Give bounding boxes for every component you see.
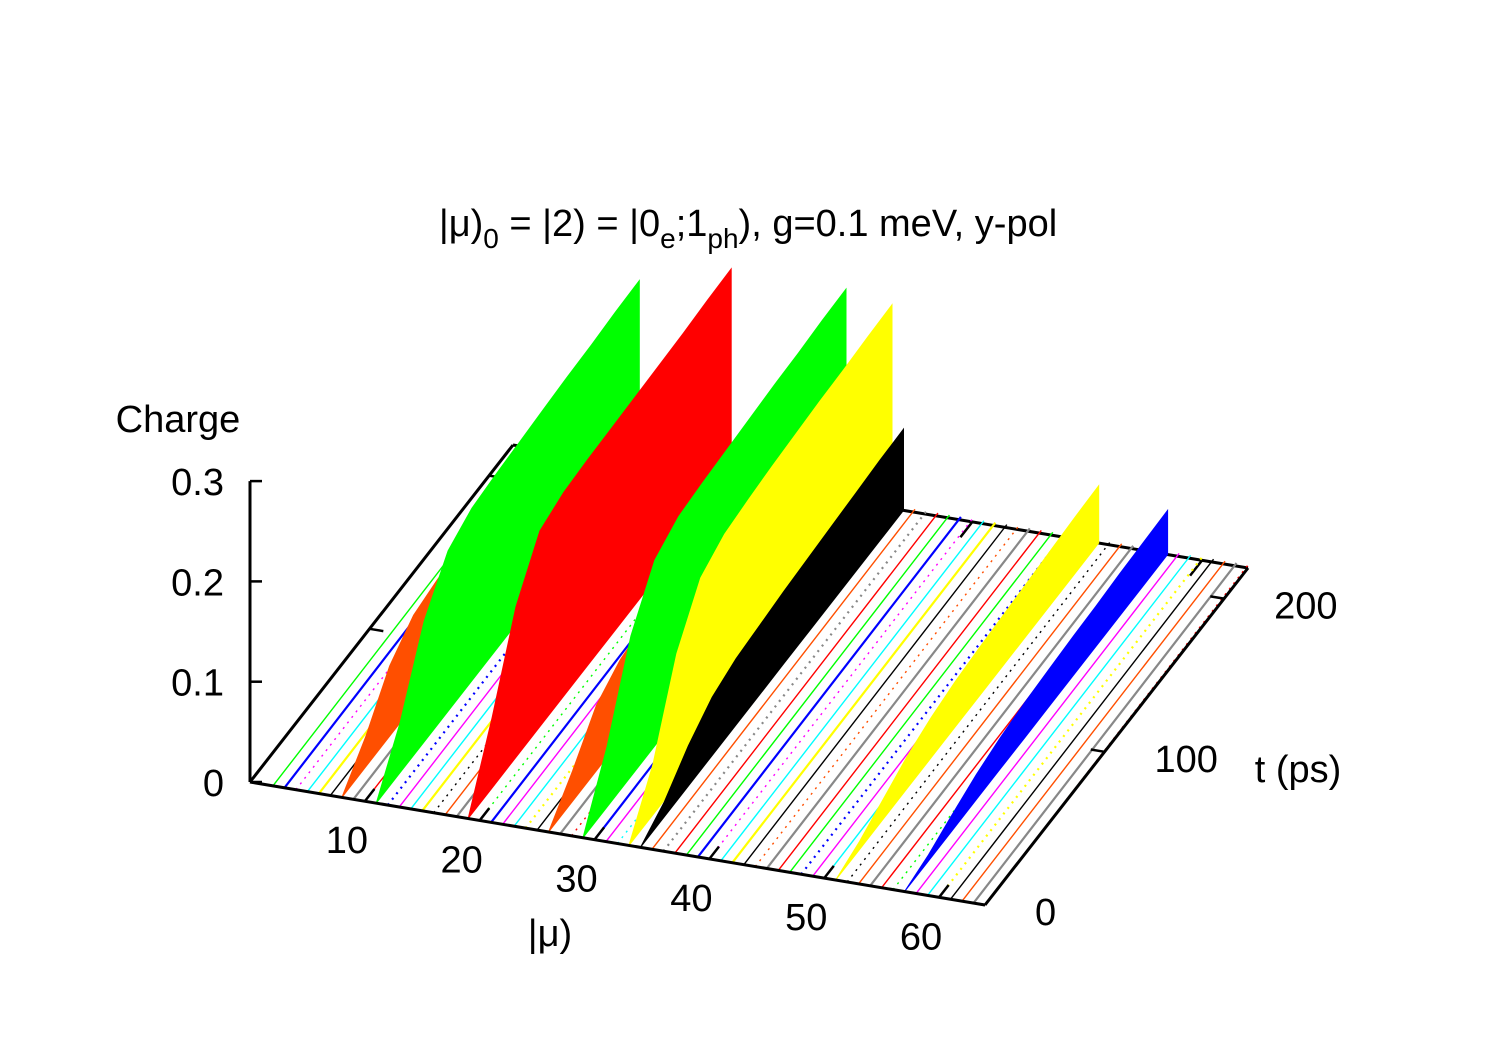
y-mirror-tick (369, 627, 384, 633)
x-tick (593, 826, 606, 841)
x-tick (478, 807, 491, 822)
minor-series-line (743, 524, 1008, 866)
minor-series-line (651, 508, 916, 850)
title-sub: ph (707, 223, 738, 254)
title-sub: 0 (483, 223, 499, 254)
y-tick-label: 200 (1274, 586, 1337, 628)
z-tick-label: 0 (203, 763, 224, 805)
minor-series-line (869, 545, 1135, 887)
minor-series-line (915, 553, 1180, 894)
minor-series-line (938, 556, 1203, 898)
title-part: ;1 (676, 203, 708, 245)
axes: 10 20 30 40 50 60 0 100 200 0 0.1 0.2 0.3 (171, 462, 1337, 958)
x-tick-label: 10 (326, 820, 368, 862)
minor-series-line (789, 531, 1054, 873)
z-axis-label: Charge (116, 399, 241, 441)
chart-title: |μ)0 = |2) = |0e;1ph), g=0.1 meV, y-pol (439, 203, 1057, 254)
minor-series-line (858, 543, 1123, 885)
x-tick (708, 845, 720, 860)
x-tick (823, 865, 835, 879)
minor-series-line (800, 533, 1066, 875)
x-tick-label: 60 (900, 916, 942, 958)
minor-series-line (662, 510, 928, 852)
minor-series-line (972, 562, 1238, 904)
y-tick (1090, 748, 1105, 754)
z-tick-label: 0.1 (171, 663, 224, 705)
y-axis-label: t (ps) (1255, 749, 1342, 791)
title-sub: e (660, 223, 676, 254)
y-tick-label: 0 (1035, 892, 1056, 934)
z-tick-label: 0.2 (171, 562, 224, 604)
minor-series-line (685, 514, 950, 856)
minor-series-line (765, 527, 1031, 870)
minor-series-line (720, 520, 985, 862)
x-tick-label: 50 (785, 897, 827, 939)
x-axis-label: |μ) (528, 913, 572, 955)
series-fence-mu-11 (375, 279, 640, 804)
series-fence-mu-19 (467, 267, 732, 819)
minor-series-line (731, 522, 997, 864)
y-tick-label: 100 (1155, 739, 1218, 781)
x-tick-label: 40 (670, 878, 712, 920)
minor-series-line (674, 512, 939, 854)
minor-series-line (697, 516, 962, 858)
x-tick-label: 20 (441, 839, 483, 881)
x-mirror-tick (959, 521, 974, 538)
minor-series-line (754, 526, 1019, 867)
series-fence-mu-51 (835, 484, 1100, 881)
x-tick (938, 884, 950, 899)
minor-series-line (846, 541, 1111, 883)
z-tick-label: 0.3 (171, 462, 224, 504)
x-tick (363, 788, 376, 802)
major-series-group (341, 267, 1169, 892)
minor-series-line (777, 529, 1042, 871)
left-edge (248, 444, 515, 783)
x-mirror-tick (1189, 559, 1204, 577)
series-fence-mu-57 (904, 508, 1169, 892)
y-axis-line (983, 567, 1250, 906)
series-fence-mu-34 (640, 427, 904, 848)
x-axis-line (249, 780, 986, 907)
minor-series-line (708, 518, 973, 860)
minor-series-line (961, 560, 1226, 902)
x-tick-label: 30 (555, 859, 597, 901)
title-part: = |2) = |0 (499, 203, 660, 245)
minor-series-line (949, 558, 1215, 900)
minor-series-line (927, 554, 1192, 896)
y-tick (1210, 595, 1225, 600)
title-part: ), g=0.1 meV, y-pol (739, 203, 1058, 245)
title-part: |μ) (439, 203, 483, 245)
y-tick (971, 901, 986, 907)
